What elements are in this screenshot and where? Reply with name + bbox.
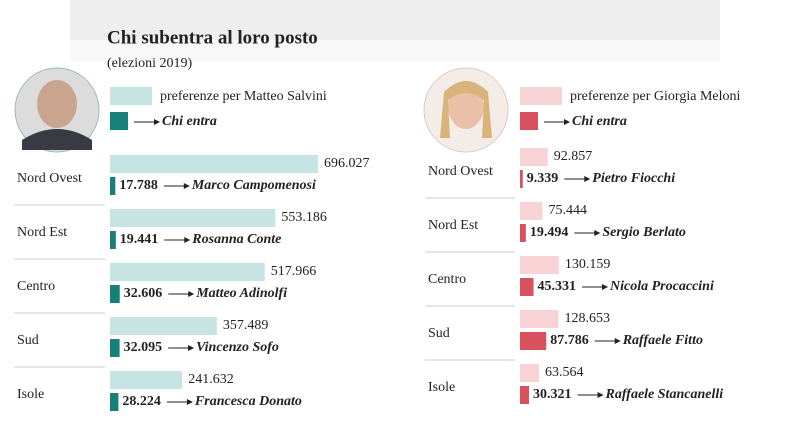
arrow-head xyxy=(188,345,195,351)
value-label: 75.444 xyxy=(549,203,588,218)
bar xyxy=(110,263,265,281)
entrant-name: Raffaele Stancanelli xyxy=(605,387,724,402)
category-label: Centro xyxy=(17,279,55,294)
arrow-head xyxy=(594,230,601,236)
chart-title: Chi subentra al loro posto xyxy=(107,27,318,48)
category-label: Centro xyxy=(428,272,466,287)
value-label: 553.186 xyxy=(281,210,327,225)
legend-label: preferenze per Matteo Salvini xyxy=(160,89,327,104)
value-label: 19.441 xyxy=(120,232,158,247)
arrow-head xyxy=(183,183,190,189)
category-label: Sud xyxy=(17,333,39,348)
entrant-name: Pietro Fiocchi xyxy=(592,171,675,186)
value-label: 30.321 xyxy=(533,387,572,402)
value-label: 517.966 xyxy=(271,264,317,279)
bar xyxy=(520,364,539,382)
value-label: 357.489 xyxy=(223,318,269,333)
value-label: 19.494 xyxy=(530,225,569,240)
category-label: Nord Ovest xyxy=(17,171,82,186)
header-fade xyxy=(70,40,720,62)
chart-subtitle: (elezioni 2019) xyxy=(107,56,192,71)
bar xyxy=(110,285,120,303)
legend-swatch xyxy=(520,87,562,105)
bar xyxy=(520,148,548,166)
value-label: 130.159 xyxy=(565,257,611,272)
bar xyxy=(110,339,120,357)
category-label: Sud xyxy=(428,326,450,341)
legend-swatch xyxy=(110,112,128,130)
arrow-head xyxy=(614,338,621,344)
bar xyxy=(110,231,116,249)
value-label: 17.788 xyxy=(119,178,158,193)
legend-label: Chi entra xyxy=(572,114,627,129)
entrant-name: Marco Campomenosi xyxy=(191,178,316,193)
category-label: Nord Est xyxy=(428,218,478,233)
bar xyxy=(110,393,119,411)
bar xyxy=(520,386,530,404)
bar xyxy=(110,209,276,227)
arrow-head xyxy=(602,284,609,290)
arrow-head xyxy=(188,291,195,297)
value-label: 92.857 xyxy=(554,149,593,164)
entrant-name: Vincenzo Sofo xyxy=(196,340,279,355)
legend-label: Chi entra xyxy=(162,114,217,129)
bar xyxy=(110,371,183,389)
value-label: 28.224 xyxy=(122,394,161,409)
arrow-head xyxy=(597,392,604,398)
entrant-name: Sergio Berlato xyxy=(602,225,686,240)
value-label: 63.564 xyxy=(545,365,584,380)
entrant-name: Francesca Donato xyxy=(194,394,302,409)
photo-body xyxy=(22,129,92,150)
category-label: Isole xyxy=(428,380,455,395)
value-label: 87.786 xyxy=(550,333,589,348)
value-label: 45.331 xyxy=(538,279,577,294)
bar xyxy=(110,317,217,335)
arrow-head xyxy=(184,237,191,243)
category-label: Nord Ovest xyxy=(428,164,493,179)
bar xyxy=(520,310,559,328)
value-label: 9.339 xyxy=(527,171,559,186)
legend-swatch xyxy=(110,87,152,105)
category-label: Isole xyxy=(17,387,44,402)
bar xyxy=(520,224,526,242)
entrant-name: Rosanna Conte xyxy=(191,232,281,247)
legend-arrow-head xyxy=(564,119,570,125)
entrant-name: Raffaele Fitto xyxy=(622,333,703,348)
legend-swatch xyxy=(520,112,538,130)
bar xyxy=(520,202,543,220)
photo-face xyxy=(37,80,77,128)
entrant-name: Matteo Adinolfi xyxy=(195,286,287,301)
category-label: Nord Est xyxy=(17,225,67,240)
value-label: 32.606 xyxy=(124,286,163,301)
photo-hair xyxy=(440,81,492,138)
value-label: 241.632 xyxy=(188,372,234,387)
value-label: 32.095 xyxy=(124,340,163,355)
bar xyxy=(110,177,116,195)
value-label: 128.653 xyxy=(564,311,610,326)
bar xyxy=(110,155,318,173)
bar xyxy=(520,278,534,296)
legend-arrow-head xyxy=(154,119,160,125)
bar xyxy=(520,256,559,274)
legend-label: preferenze per Giorgia Meloni xyxy=(570,89,740,104)
bar xyxy=(520,332,547,350)
arrow-head xyxy=(186,399,193,405)
arrow-head xyxy=(584,176,591,182)
value-label: 696.027 xyxy=(324,156,370,171)
bar xyxy=(520,170,523,188)
entrant-name: Nicola Procaccini xyxy=(609,279,714,294)
